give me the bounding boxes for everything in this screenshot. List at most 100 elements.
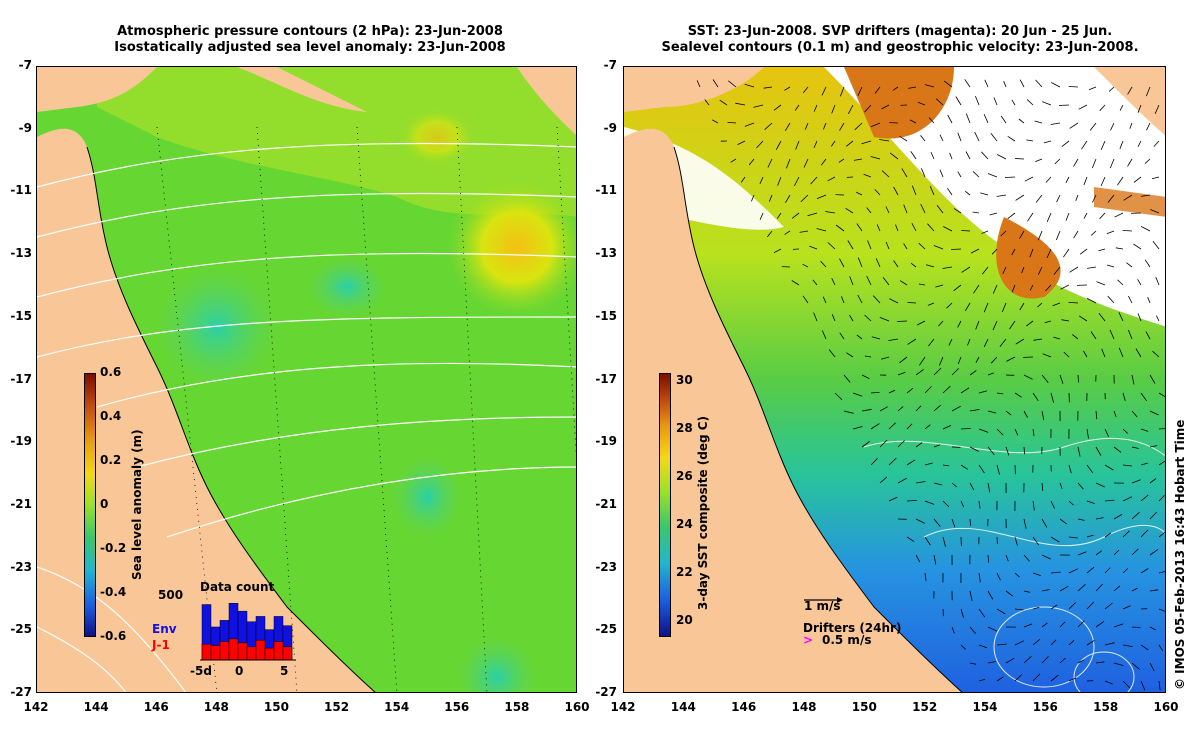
velocity-arrow (947, 187, 953, 196)
sst-cb-tick-4: 22 (676, 565, 693, 579)
velocity-arrow (1119, 140, 1124, 149)
velocity-arrow (1033, 338, 1043, 341)
velocity-arrow (1100, 176, 1106, 187)
velocity-arrow (1019, 79, 1025, 88)
velocity-arrow (1061, 319, 1070, 322)
velocity-arrow (1117, 279, 1124, 286)
velocity-arrow (1123, 194, 1133, 201)
velocity-arrow (928, 117, 935, 124)
velocity-arrow (987, 626, 998, 632)
velocity-arrow (775, 140, 782, 150)
velocity-arrow (1063, 248, 1070, 258)
velocity-arrow (1019, 230, 1025, 240)
velocity-arrow (1068, 500, 1074, 506)
sst-cb-tick-3: 24 (676, 517, 693, 531)
velocity-arrow (1035, 194, 1043, 203)
velocity-arrow (1104, 680, 1113, 685)
velocity-arrow (1059, 482, 1063, 489)
velocity-arrow (955, 96, 962, 106)
velocity-arrow (947, 114, 953, 124)
velocity-arrow (1098, 312, 1106, 322)
velocity-arrow (1024, 176, 1034, 182)
left-xtick-6: 154 (384, 700, 410, 714)
velocity-arrow (820, 158, 827, 166)
right-xtick-0: 142 (610, 700, 636, 714)
velocity-arrow (933, 518, 941, 527)
velocity-arrow (960, 387, 970, 394)
velocity-arrow (1026, 99, 1034, 106)
velocity-arrow (1077, 482, 1084, 490)
velocity-arrow (903, 243, 908, 250)
velocity-arrow (1086, 601, 1095, 610)
velocity-arrow (831, 104, 836, 114)
velocity-arrow (1078, 104, 1088, 110)
velocity-arrow (766, 230, 773, 238)
velocity-arrow (1005, 446, 1010, 456)
velocity-arrow (1077, 584, 1086, 592)
sst-land-new-guinea-west (624, 67, 764, 112)
velocity-arrow (906, 423, 913, 430)
velocity-arrow (1041, 374, 1049, 383)
velocity-arrow (879, 139, 890, 142)
velocity-arrow (967, 338, 971, 346)
velocity-arrow (794, 176, 800, 186)
velocity-arrow (853, 158, 863, 161)
velocity-arrow (870, 423, 880, 430)
velocity-arrow (917, 101, 926, 106)
velocity-arrow (1131, 662, 1140, 670)
velocity-arrow (892, 86, 899, 91)
velocity-arrow (888, 338, 899, 341)
velocity-arrow (1050, 571, 1061, 574)
velocity-arrow (1158, 495, 1165, 502)
velocity-arrow (831, 278, 836, 286)
velocity-arrow (1042, 353, 1052, 358)
velocity-arrow (1073, 230, 1079, 239)
velocity-arrow (1005, 657, 1015, 664)
velocity-arrow (867, 240, 872, 250)
velocity-arrow (924, 536, 931, 546)
velocity-arrow (978, 678, 986, 682)
velocity-arrow (876, 224, 881, 232)
velocity-arrow (1158, 608, 1165, 612)
velocity-arrow (935, 284, 944, 288)
velocity-arrow (1137, 279, 1142, 286)
velocity-arrow (1095, 446, 1102, 456)
right-ytick-10: -27 (595, 685, 617, 699)
velocity-arrow (1135, 348, 1142, 358)
velocity-arrow (1041, 589, 1050, 592)
velocity-arrow (943, 226, 953, 232)
right-xtick-8: 158 (1093, 700, 1119, 714)
velocity-arrow (987, 554, 990, 563)
velocity-arrow (951, 368, 959, 376)
sla-low-eddy-4 (457, 637, 537, 692)
velocity-arrow (996, 572, 1001, 581)
velocity-arrow (993, 97, 998, 106)
velocity-arrow (866, 207, 872, 214)
velocity-arrow (864, 355, 872, 358)
velocity-arrow (759, 176, 764, 185)
velocity-arrow (983, 113, 989, 124)
histogram-j1-bar (228, 638, 239, 661)
velocity-arrow (910, 262, 917, 268)
left-ytick-1: -9 (18, 120, 32, 135)
velocity-arrow (1053, 266, 1061, 275)
warm-streak (1094, 187, 1165, 217)
velocity-arrow (899, 356, 908, 364)
velocity-arrow (712, 119, 719, 124)
credit-text: © IMOS 05-Feb-2013 16:43 Hobart Time (1173, 419, 1187, 690)
velocity-arrow (996, 392, 1004, 395)
velocity-arrow (1106, 230, 1115, 235)
velocity-arrow (784, 230, 791, 235)
left-title-line2: Isostatically adjusted sea level anomaly… (114, 40, 506, 55)
velocity-arrow (730, 158, 737, 163)
velocity-arrow (927, 223, 935, 232)
velocity-arrow (1086, 464, 1094, 474)
velocity-arrow (992, 284, 998, 294)
velocity-arrow (1065, 212, 1070, 221)
velocity-scale-label: 1 m/s (804, 599, 841, 613)
velocity-arrow (799, 230, 809, 233)
velocity-arrow (1099, 104, 1106, 112)
velocity-arrow (1032, 638, 1041, 646)
sla-cb-tick-6: -0.6 (100, 629, 127, 643)
velocity-arrow (1077, 659, 1084, 664)
